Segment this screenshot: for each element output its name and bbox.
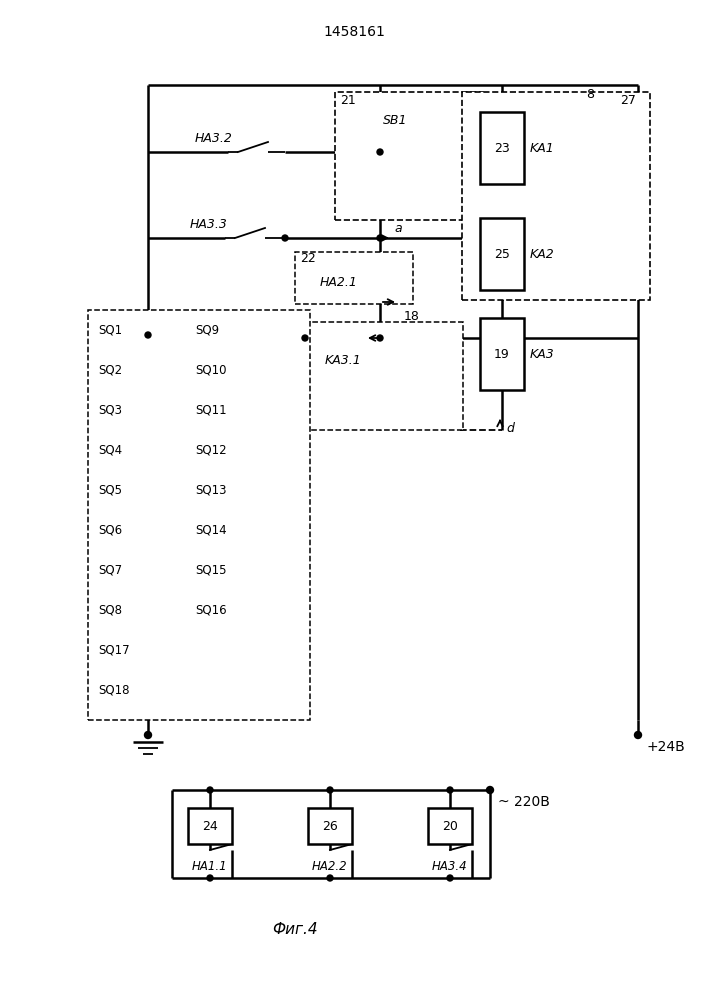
Text: 22: 22	[300, 251, 316, 264]
Bar	[308, 808, 352, 844]
Text: SB1: SB1	[382, 113, 407, 126]
Text: HA2.1: HA2.1	[320, 275, 358, 288]
Text: ~ 220В: ~ 220В	[498, 795, 550, 809]
Bar	[188, 808, 232, 844]
Bar	[295, 252, 413, 304]
Circle shape	[302, 335, 308, 341]
Circle shape	[207, 875, 213, 881]
Text: SQ8: SQ8	[98, 603, 122, 616]
Bar	[295, 322, 463, 430]
Circle shape	[282, 235, 288, 241]
Text: 21: 21	[340, 94, 356, 106]
Circle shape	[327, 875, 333, 881]
Text: d: d	[506, 422, 514, 434]
Text: SQ16: SQ16	[195, 603, 227, 616]
Text: SQ12: SQ12	[195, 444, 227, 456]
Circle shape	[447, 787, 453, 793]
Circle shape	[327, 787, 333, 793]
Text: KA3.1: KA3.1	[325, 354, 362, 366]
Text: SQ5: SQ5	[98, 484, 122, 496]
Circle shape	[144, 732, 151, 738]
Circle shape	[486, 786, 493, 794]
Text: HA2.2: HA2.2	[312, 859, 348, 872]
Circle shape	[377, 335, 383, 341]
Text: Фиг.4: Фиг.4	[272, 922, 318, 938]
Text: 18: 18	[404, 310, 420, 322]
Text: HA3.2: HA3.2	[195, 132, 233, 145]
Text: 8: 8	[586, 89, 594, 102]
Text: SQ11: SQ11	[195, 403, 227, 416]
Text: 1458161: 1458161	[323, 25, 385, 39]
Text: 23: 23	[494, 141, 510, 154]
Text: 19: 19	[494, 348, 510, 360]
Bar	[480, 218, 524, 290]
Circle shape	[207, 787, 213, 793]
Text: a: a	[395, 222, 402, 234]
Bar	[335, 92, 483, 220]
Text: HA1.1: HA1.1	[192, 859, 228, 872]
Circle shape	[634, 732, 641, 738]
Text: HA3.3: HA3.3	[190, 219, 228, 232]
Text: 20: 20	[442, 820, 458, 832]
Text: 24: 24	[202, 820, 218, 832]
Text: SQ2: SQ2	[98, 363, 122, 376]
Text: SQ10: SQ10	[195, 363, 226, 376]
Bar	[462, 92, 650, 300]
Bar	[428, 808, 472, 844]
Text: SQ7: SQ7	[98, 564, 122, 576]
Text: KA3: KA3	[530, 348, 555, 360]
Text: SQ4: SQ4	[98, 444, 122, 456]
Text: SQ3: SQ3	[98, 403, 122, 416]
Text: SQ15: SQ15	[195, 564, 226, 576]
Text: SQ1: SQ1	[98, 324, 122, 336]
Text: +24В: +24В	[646, 740, 685, 754]
Text: HA3.4: HA3.4	[432, 859, 467, 872]
Text: SQ13: SQ13	[195, 484, 226, 496]
Bar	[480, 318, 524, 390]
Text: KA1: KA1	[530, 141, 555, 154]
Bar	[480, 112, 524, 184]
Circle shape	[377, 149, 383, 155]
Text: KA2: KA2	[530, 247, 555, 260]
Text: SQ14: SQ14	[195, 524, 227, 536]
Circle shape	[377, 235, 383, 241]
Text: SQ18: SQ18	[98, 684, 129, 696]
Text: SQ6: SQ6	[98, 524, 122, 536]
Bar	[88, 310, 310, 720]
Text: 26: 26	[322, 820, 338, 832]
Text: SQ17: SQ17	[98, 644, 129, 656]
Text: 27: 27	[620, 94, 636, 106]
Circle shape	[145, 332, 151, 338]
Text: 25: 25	[494, 247, 510, 260]
Circle shape	[447, 875, 453, 881]
Text: SQ9: SQ9	[195, 324, 219, 336]
